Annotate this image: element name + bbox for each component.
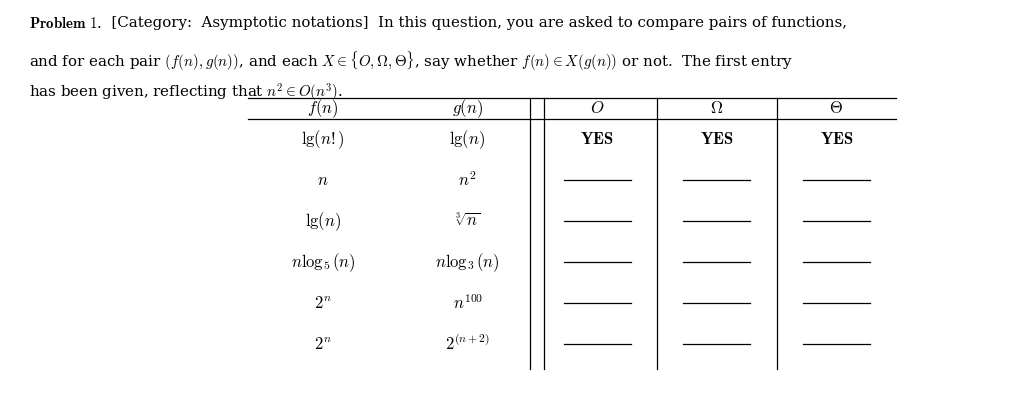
Text: $n^2$: $n^2$	[458, 171, 477, 190]
Text: $\mathbf{YES}$: $\mathbf{YES}$	[700, 131, 733, 148]
Text: $n^{100}$: $n^{100}$	[452, 294, 483, 312]
Text: $\lg(n!)$: $\lg(n!)$	[301, 128, 345, 151]
Text: $\lg(n)$: $\lg(n)$	[449, 128, 486, 151]
Text: $2^n$: $2^n$	[314, 295, 332, 312]
Text: $n$: $n$	[317, 172, 329, 189]
Text: [Category:  Asymptotic notations]  In this question, you are asked to compare pa: [Category: Asymptotic notations] In this…	[102, 16, 847, 30]
Text: $\mathbf{Problem\ 1}$.: $\mathbf{Problem\ 1}$.	[29, 16, 102, 31]
Text: and for each pair $(f(n), g(n))$, and each $X \in \{O, \Omega, \Theta\}$, say wh: and for each pair $(f(n), g(n))$, and ea…	[29, 49, 793, 72]
Text: $\lg(n)$: $\lg(n)$	[305, 210, 341, 233]
Text: $2^{(n+2)}$: $2^{(n+2)}$	[445, 334, 490, 354]
Text: $2^n$: $2^n$	[314, 336, 332, 353]
Text: $\Omega$: $\Omega$	[711, 100, 723, 117]
Text: $n\log_3(n)$: $n\log_3(n)$	[436, 251, 500, 274]
Text: $\mathbf{YES}$: $\mathbf{YES}$	[580, 131, 614, 148]
Text: $O$: $O$	[590, 100, 605, 117]
Text: $g(n)$: $g(n)$	[452, 97, 483, 120]
Text: has been given, reflecting that $n^2 \in O(n^3)$.: has been given, reflecting that $n^2 \in…	[29, 82, 343, 104]
Text: $\Theta$: $\Theta$	[829, 100, 844, 117]
Text: $\sqrt[3]{n}$: $\sqrt[3]{n}$	[455, 213, 480, 230]
Text: $f(n)$: $f(n)$	[307, 97, 339, 120]
Text: $n\log_5(n)$: $n\log_5(n)$	[290, 251, 355, 274]
Text: $\mathbf{YES}$: $\mathbf{YES}$	[820, 131, 853, 148]
